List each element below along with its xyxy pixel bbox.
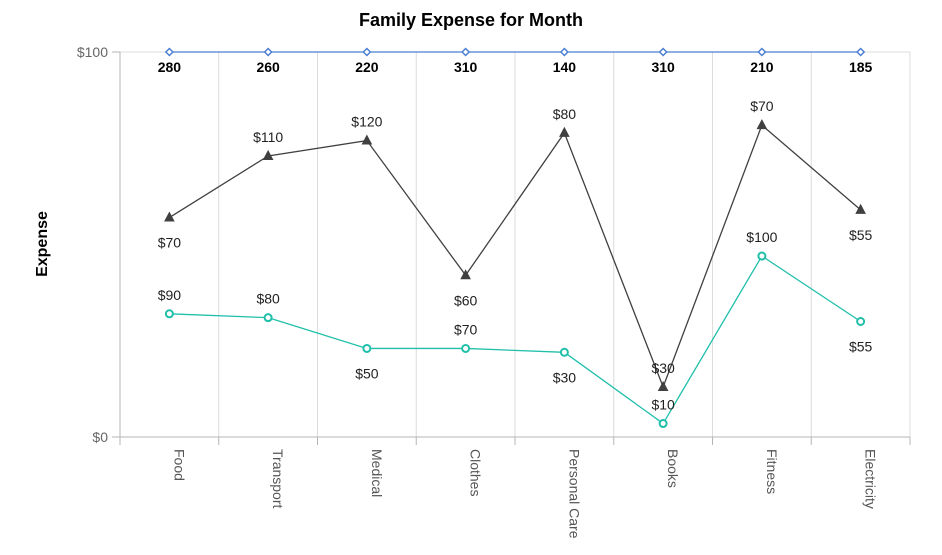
series-line bbox=[169, 124, 862, 389]
x-tick-label: Clothes bbox=[468, 449, 484, 496]
grid bbox=[119, 51, 911, 437]
data-point-marker bbox=[164, 47, 174, 57]
data-label: 310 bbox=[454, 59, 478, 75]
data-point-marker bbox=[855, 203, 866, 214]
y-axis-title: Expense bbox=[34, 211, 51, 277]
data-label: 220 bbox=[355, 59, 379, 75]
data-label: $90 bbox=[158, 287, 182, 303]
series-line bbox=[169, 255, 861, 425]
data-label: 140 bbox=[553, 59, 577, 75]
series-3 bbox=[164, 251, 866, 429]
data-label: $70 bbox=[454, 321, 478, 337]
data-label: $110 bbox=[253, 129, 283, 145]
x-tick-label: Food bbox=[171, 449, 187, 481]
data-label: 280 bbox=[158, 59, 182, 75]
data-label: $30 bbox=[651, 360, 675, 376]
data-point-marker bbox=[856, 317, 866, 326]
data-label: $10 bbox=[651, 397, 675, 413]
data-label: $80 bbox=[256, 291, 280, 307]
data-point-marker bbox=[461, 47, 471, 57]
data-point-marker bbox=[361, 134, 373, 145]
data-point-marker bbox=[164, 309, 174, 319]
x-tick-label: Fitness bbox=[764, 449, 780, 494]
data-label: $50 bbox=[355, 365, 379, 381]
data-point-marker bbox=[559, 347, 569, 357]
data-label: $120 bbox=[351, 114, 382, 130]
x-tick-label: Electricity bbox=[863, 449, 879, 509]
data-point-marker bbox=[756, 119, 768, 130]
data-label: 310 bbox=[651, 59, 675, 75]
data-point-marker bbox=[461, 343, 471, 353]
chart-title: Family Expense for Month bbox=[359, 10, 583, 30]
data-label: $70 bbox=[158, 235, 182, 251]
data-point-marker bbox=[263, 47, 273, 57]
data-label: 210 bbox=[750, 59, 774, 75]
y-tick-label: $100 bbox=[77, 44, 108, 60]
data-point-marker bbox=[263, 313, 273, 323]
data-point-marker bbox=[164, 211, 175, 222]
data-point-marker bbox=[658, 419, 668, 429]
data-label: $100 bbox=[746, 229, 777, 245]
data-label: 260 bbox=[256, 59, 280, 75]
data-point-marker bbox=[362, 343, 372, 353]
data-label: $55 bbox=[849, 339, 873, 355]
data-label: 185 bbox=[849, 59, 873, 75]
data-label: $70 bbox=[750, 98, 774, 114]
data-point-marker bbox=[559, 126, 570, 137]
data-point-marker bbox=[460, 269, 471, 280]
data-point-marker bbox=[757, 47, 767, 57]
data-point-marker bbox=[559, 47, 569, 57]
data-point-marker bbox=[658, 47, 668, 57]
data-label: $60 bbox=[454, 292, 478, 308]
data-point-marker bbox=[657, 380, 669, 391]
x-tick-label: Medical bbox=[369, 449, 385, 497]
x-tick-label: Personal Care bbox=[566, 449, 582, 539]
data-point-marker bbox=[757, 251, 767, 261]
y-tick-label: $0 bbox=[92, 429, 108, 445]
data-label: $30 bbox=[553, 369, 577, 385]
data-point-marker bbox=[362, 47, 372, 57]
data-label: $55 bbox=[849, 227, 873, 243]
data-point-marker bbox=[262, 149, 274, 160]
x-tick-label: Transport bbox=[270, 449, 286, 509]
x-tick-label: Books bbox=[665, 449, 681, 488]
data-point-marker bbox=[856, 47, 866, 57]
data-labels: 280 260 220 310 140 310 210 185 $70 $110 $120 $60 $8… bbox=[158, 59, 873, 413]
axes: $0 $100 Food Transport Medical Clothes Persona… bbox=[77, 44, 911, 539]
series-group bbox=[164, 47, 866, 429]
series-2 bbox=[164, 119, 866, 391]
data-label: $80 bbox=[553, 106, 577, 122]
series-1 bbox=[164, 47, 866, 57]
